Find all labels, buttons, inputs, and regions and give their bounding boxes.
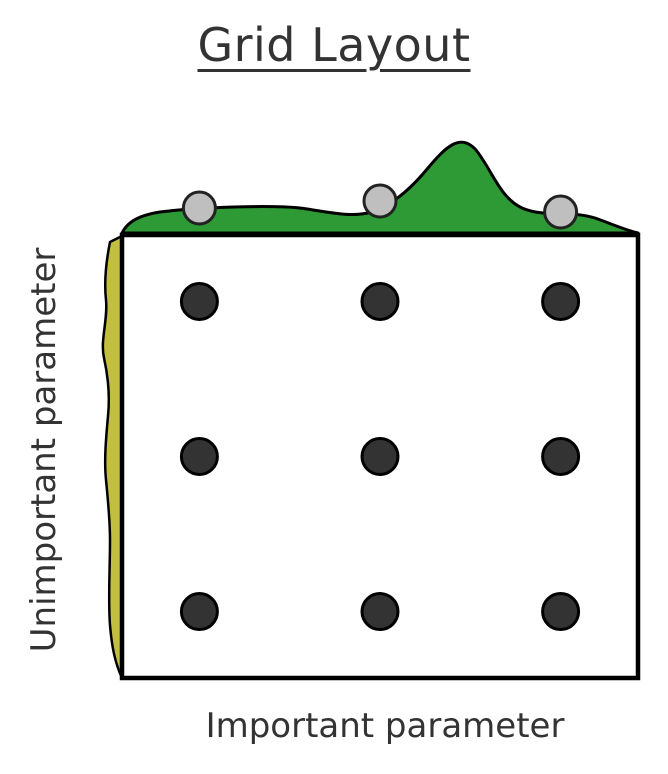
projected-sample-point <box>362 183 398 219</box>
grid-point <box>360 592 400 632</box>
diagram-title-text: Grid Layout <box>197 18 471 72</box>
projected-points <box>181 183 579 230</box>
grid-points <box>179 281 581 632</box>
y-axis-label: Unimportant parameter <box>24 247 64 653</box>
projected-sample-point <box>543 194 579 230</box>
diagram-title: Grid Layout <box>0 18 668 72</box>
grid-point <box>179 592 219 632</box>
grid-point <box>541 592 581 632</box>
grid-point <box>541 437 581 476</box>
grid-point <box>179 437 219 476</box>
grid-point <box>179 281 219 321</box>
grid-point <box>360 281 400 321</box>
projected-sample-point <box>181 190 217 226</box>
x-axis-label: Important parameter <box>205 706 565 746</box>
grid-point <box>541 281 581 321</box>
unimportant-parameter-density <box>101 233 126 680</box>
grid-point <box>360 437 400 476</box>
